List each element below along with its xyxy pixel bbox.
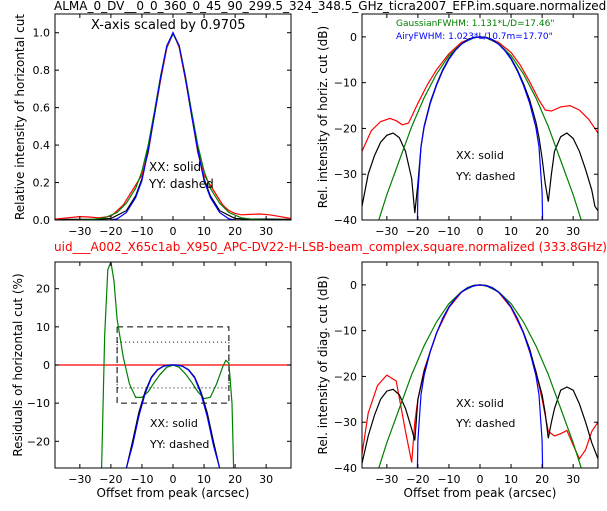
series-line-0 (55, 32, 291, 220)
panel-horizontal-cut-linear: −30 −20 −10 0 10 20 30 0.0 0.2 0.4 0.6 0.8 1.0 X-axi… (13, 13, 292, 238)
dashed-limit-box (116, 326, 230, 404)
gaussian-legend: GaussianFWHM: 1.131*L/D=17.46" (396, 19, 554, 29)
y-tick-label: −40 (334, 462, 357, 475)
series-line-1 (362, 284, 598, 464)
series-line-1 (55, 31, 291, 220)
yy-dashed-label: YY: dashed (455, 417, 515, 430)
x-tick-label: 0 (477, 473, 484, 486)
y-tick-label: −20 (334, 122, 357, 135)
x-tick-label: 30 (566, 225, 580, 238)
panel-horizontal-cut-db: −30 −20 −10 0 10 20 30 −40 −30 −20 −10 0 GaussianFW… (316, 13, 599, 238)
x-tick-label: −30 (68, 473, 91, 486)
x-tick-label: 30 (566, 473, 580, 486)
mid-title: uid___A002_X65c1ab_X950_APC-DV22-H-LSB-b… (54, 240, 607, 254)
yy-dashed-label: YY: dashed (455, 170, 515, 183)
x-tick-label: 10 (504, 473, 518, 486)
x-tick-label: 20 (535, 225, 549, 238)
x-tick-label: −30 (375, 225, 398, 238)
x-tick-label: −30 (68, 225, 91, 238)
x-tick-label: 30 (259, 473, 273, 486)
x-tick-label: 30 (259, 225, 273, 238)
y-tick-label: 0 (350, 279, 357, 292)
airy-legend: AiryFWHM: 1.023*L/10.7m=17.70" (396, 32, 553, 42)
scale-annotation: X-axis scaled by 0.9705 (91, 18, 246, 33)
series-line-1 (362, 36, 598, 214)
xx-solid-label: XX: solid (150, 417, 198, 430)
axes-frame (361, 261, 599, 469)
y-tick-label: 0.6 (33, 102, 51, 115)
x-tick-label: −10 (437, 473, 460, 486)
axes-frame (361, 13, 599, 221)
series-line-0 (362, 36, 598, 152)
xx-solid-label: XX: solid (149, 160, 201, 174)
x-tick-label: −10 (130, 473, 153, 486)
y-tick-label: −10 (334, 325, 357, 338)
y-tick-label: −10 (27, 397, 50, 410)
x-axis-label: Offset from peak (arcsec) (404, 486, 557, 500)
y-axis-label: Rel. intensity of horiz. cut (dB) (316, 26, 330, 208)
series-line-3 (416, 284, 544, 468)
y-axis-label: Relative intensity of horizontal cut (13, 14, 27, 220)
series-line-1 (101, 262, 235, 468)
axes-frame (54, 261, 292, 469)
series-line-3 (125, 364, 221, 468)
y-tick-label: −10 (334, 77, 357, 90)
yy-dashed-label: YY: dashed (148, 177, 214, 191)
series-line-3 (416, 36, 544, 220)
x-tick-label: −10 (130, 225, 153, 238)
x-tick-label: 0 (477, 225, 484, 238)
y-tick-label: 0 (43, 359, 50, 372)
y-axis-label: Rel. intensity of diag. cut (dB) (316, 276, 330, 455)
series-line-0 (362, 284, 598, 463)
y-tick-label: 0 (350, 31, 357, 44)
series-line-3 (110, 31, 236, 220)
x-tick-label: −20 (406, 225, 429, 238)
y-tick-label: 0.4 (33, 139, 51, 152)
x-axis-label: Offset from peak (arcsec) (97, 486, 250, 500)
xx-solid-label: XX: solid (456, 397, 504, 410)
panel-residuals: −30 −20 −10 0 10 20 30 −20 −10 0 10 20 XX: solid YY… (11, 261, 292, 500)
x-tick-label: −20 (99, 473, 122, 486)
x-tick-label: 0 (170, 225, 177, 238)
y-tick-label: 1.0 (33, 27, 51, 40)
y-tick-label: 20 (36, 283, 50, 296)
y-tick-label: 0.2 (33, 177, 51, 190)
x-tick-label: 20 (228, 473, 242, 486)
xx-solid-label: XX: solid (456, 149, 504, 162)
axes-frame (54, 13, 292, 221)
x-tick-label: 10 (197, 473, 211, 486)
x-tick-label: 10 (504, 225, 518, 238)
y-tick-label: −20 (334, 370, 357, 383)
x-tick-label: −30 (375, 473, 398, 486)
x-tick-label: 20 (535, 473, 549, 486)
y-tick-label: −30 (334, 416, 357, 429)
x-tick-label: 10 (197, 225, 211, 238)
yy-dashed-label: YY: dashed (149, 438, 209, 451)
x-tick-label: 20 (228, 225, 242, 238)
y-tick-label: 0.0 (33, 214, 51, 227)
x-tick-label: 0 (170, 473, 177, 486)
y-tick-label: −40 (334, 214, 357, 227)
y-tick-label: 10 (36, 321, 50, 334)
x-tick-label: −10 (437, 225, 460, 238)
y-tick-label: −20 (27, 435, 50, 448)
x-tick-label: −20 (406, 473, 429, 486)
y-tick-label: 0.8 (33, 64, 51, 77)
y-tick-label: −30 (334, 168, 357, 181)
series-line-2 (55, 32, 291, 220)
y-axis-label: Residuals of horizontal cut (%) (11, 273, 25, 456)
x-tick-label: −20 (99, 225, 122, 238)
panel-diagonal-cut-db: −30 −20 −10 0 10 20 30−40−30−20−100 XX: solid … (316, 261, 599, 500)
top-title: ALMA_0_DV__0_0_360_0_45_90_299.5_324_348… (54, 0, 606, 13)
